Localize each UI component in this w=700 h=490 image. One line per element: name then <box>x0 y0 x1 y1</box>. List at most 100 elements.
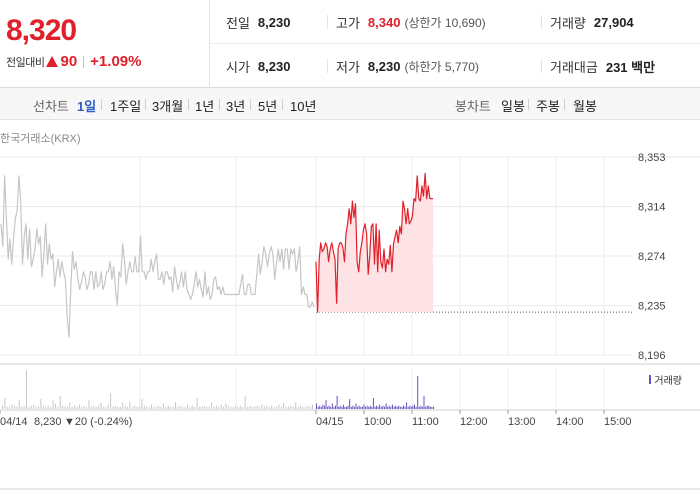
candle-daily-tab[interactable]: 일봉 <box>501 99 525 114</box>
volume-bar <box>18 400 20 409</box>
volume-bar <box>146 406 148 409</box>
volume-bar <box>90 406 92 409</box>
volume-bar <box>342 404 344 409</box>
volume-bar <box>110 393 112 409</box>
volume-bar <box>50 406 52 409</box>
volume-bar <box>374 406 376 409</box>
candle-weekly-tab[interactable]: 주봉 <box>536 99 560 114</box>
volume-bar <box>366 405 368 409</box>
volume-bar <box>2 405 3 409</box>
volume-bar <box>353 406 355 409</box>
volume-bar <box>322 404 324 409</box>
volume-bar <box>268 406 270 409</box>
stat-open: 시가 8,230 <box>226 44 290 88</box>
volume-bar <box>358 405 360 409</box>
volume-bar <box>368 406 370 409</box>
volume-bar <box>124 405 126 409</box>
period-3m-tab[interactable]: 3개월 <box>152 99 184 114</box>
volume-bar <box>184 406 186 409</box>
volume-bar <box>191 405 193 409</box>
volume-bar <box>410 406 412 409</box>
volume-bar <box>403 405 404 409</box>
volume-bar <box>426 405 428 409</box>
stat-value: 27,904 <box>593 14 634 30</box>
period-1y-tab[interactable]: 1년 <box>195 99 215 114</box>
volume-bar <box>254 406 256 409</box>
volume-bar <box>213 406 215 409</box>
volume-bar <box>134 405 136 409</box>
volume-bar <box>285 406 287 409</box>
volume-bar <box>225 403 227 409</box>
volume-bar <box>312 404 313 409</box>
volume-bar <box>95 406 97 409</box>
volume-bar <box>33 404 35 409</box>
period-1d-tab[interactable]: 1일 <box>77 99 97 114</box>
stat-label: 저가 <box>336 59 360 75</box>
chart-lines <box>0 172 433 338</box>
volume-bar <box>276 406 277 409</box>
volume-bar <box>242 406 244 409</box>
period-1w-tab[interactable]: 1주일 <box>110 99 142 114</box>
volume-bar <box>66 406 68 409</box>
y-tick-label: 8,235 <box>638 301 666 313</box>
volume-bar <box>14 405 15 409</box>
volume-bar <box>23 405 25 409</box>
volume-bar <box>295 402 297 409</box>
volume-bar <box>76 406 78 409</box>
divider <box>541 15 542 29</box>
period-10y-tab[interactable]: 10년 <box>290 99 317 114</box>
volume-bar <box>52 400 54 409</box>
divider <box>327 59 328 73</box>
volume-bar <box>235 405 237 409</box>
volume-bar <box>153 406 155 409</box>
volume-bar <box>407 406 409 409</box>
volume-bar <box>421 406 423 409</box>
volume-bar <box>6 406 8 409</box>
volume-bar <box>385 403 387 409</box>
divider <box>83 55 85 68</box>
period-3y-tab[interactable]: 3년 <box>226 99 246 114</box>
volume-bar <box>199 406 201 409</box>
volume-bar <box>333 406 335 409</box>
volume-bar <box>395 405 397 409</box>
volume-bar <box>155 406 157 409</box>
volume-bar <box>261 404 263 409</box>
volume-bar <box>346 406 347 409</box>
volume-bar <box>393 406 395 409</box>
volume-bar <box>74 405 76 409</box>
volume-bar <box>363 404 365 409</box>
volume-bar <box>300 405 301 409</box>
volume-bar <box>177 406 179 409</box>
volume-bar <box>414 404 415 409</box>
chart-grid <box>0 156 700 490</box>
volume-bar <box>81 406 83 409</box>
volume-bar <box>218 406 220 409</box>
stat-value: 8,230 <box>367 58 401 74</box>
volume-bar <box>336 395 338 409</box>
period-5y-tab[interactable]: 5년 <box>258 99 278 114</box>
volume-bar <box>417 376 419 409</box>
volume-bar <box>151 404 152 409</box>
volume-bar <box>26 370 27 409</box>
volume-bar <box>196 398 198 409</box>
summary-row: 전일 8,230 고가 8,340 (상한가 10,690) 거래량 27,90… <box>210 0 700 44</box>
volume-bar <box>357 406 359 409</box>
volume-bar <box>380 406 382 409</box>
candle-monthly-tab[interactable]: 월봉 <box>573 99 597 114</box>
volume-bar <box>328 405 330 409</box>
volume-bar <box>223 406 225 409</box>
volume-bar <box>182 406 184 409</box>
volume-bar <box>239 405 241 409</box>
chart-toolbar: 선차트 1일 1주일 3개월 1년 3년 5년 10년 봉차트 일봉 주봉 월봉 <box>0 88 700 120</box>
volume-bar <box>292 406 294 409</box>
stat-label: 전일 <box>226 15 250 31</box>
current-price: 8,320 <box>6 14 77 47</box>
chart-area-fill <box>316 173 433 313</box>
summary-row: 시가 8,230 저가 8,230 (하한가 5,770) 거래대금 231 백… <box>210 44 700 88</box>
prev-day-change-label: ▼20 (-0.24%) <box>64 416 132 428</box>
stat-value: 231 백만 <box>605 59 656 75</box>
volume-bar <box>167 405 169 409</box>
divider <box>564 99 565 110</box>
volume-bar <box>107 404 109 409</box>
